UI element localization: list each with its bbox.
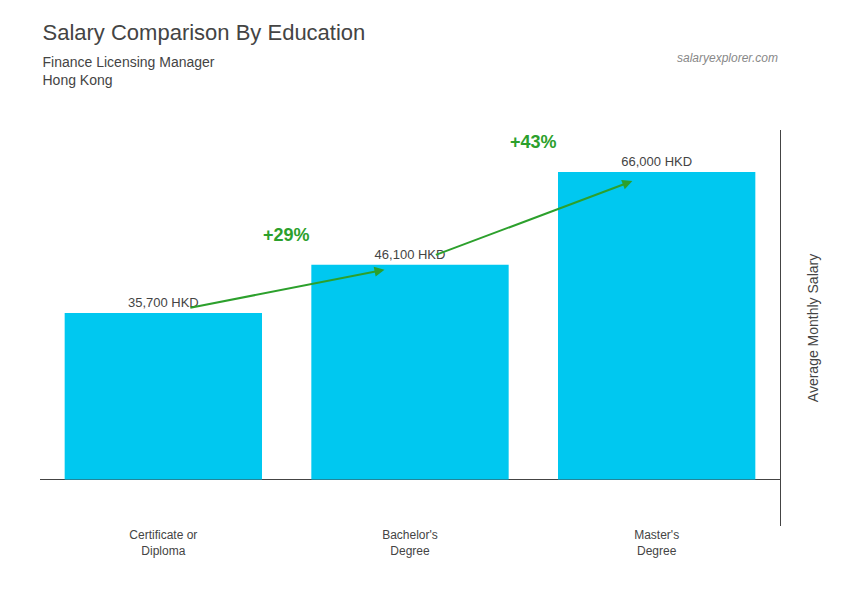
svg-text:66,000 HKD: 66,000 HKD — [621, 154, 692, 169]
svg-text:Salary Comparison By Education: Salary Comparison By Education — [43, 20, 366, 45]
svg-text:Finance Licensing ManagerHong: Finance Licensing ManagerHong Kong — [43, 54, 215, 88]
svg-text:Certificate orDiploma: Certificate orDiploma — [129, 528, 197, 558]
svg-text:35,700 HKD: 35,700 HKD — [128, 295, 199, 310]
svg-text:+43%: +43% — [510, 132, 557, 152]
svg-text:Bachelor'sDegree: Bachelor'sDegree — [382, 528, 438, 558]
svg-text:Average Monthly Salary: Average Monthly Salary — [805, 254, 821, 402]
svg-text:Master'sDegree: Master'sDegree — [634, 528, 679, 558]
svg-text:salaryexplorer.com: salaryexplorer.com — [677, 51, 778, 65]
svg-text:46,100 HKD: 46,100 HKD — [375, 247, 446, 262]
svg-text:+29%: +29% — [263, 225, 310, 245]
